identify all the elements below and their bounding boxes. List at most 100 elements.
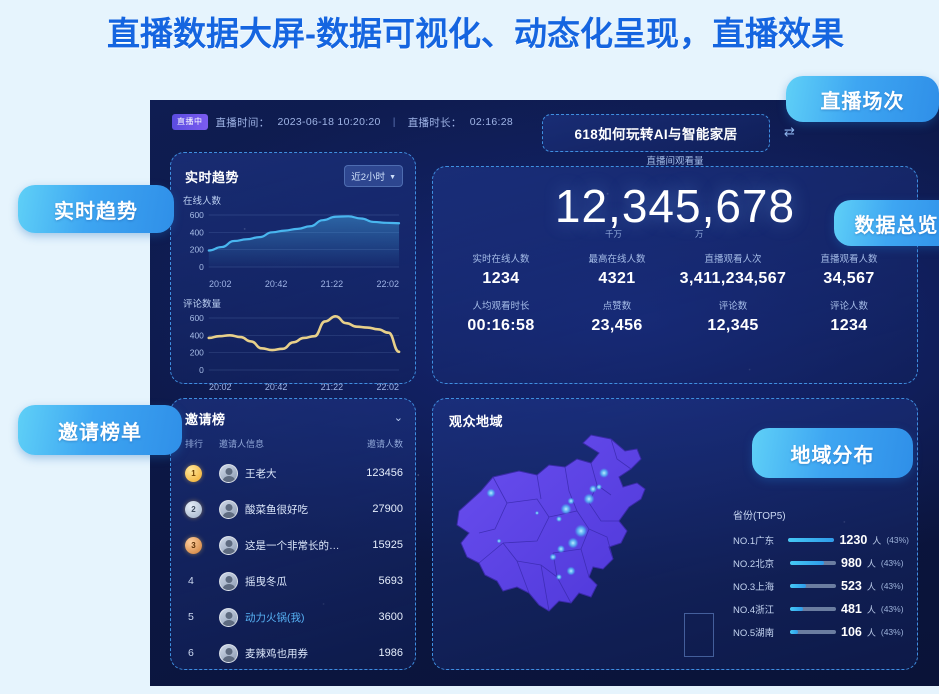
user-cell: 动力火锅(我): [219, 607, 345, 627]
user-name: 王老大: [245, 467, 277, 480]
invite-row[interactable]: 6 麦辣鸡也用券 1986: [185, 635, 403, 669]
data-overview-panel: 直播间观看量 12,345,678 千万 万 实时在线人数 1234 最高在线人数 4…: [432, 156, 918, 384]
chevron-down-icon[interactable]: ⌄: [393, 412, 403, 424]
stat-item: 评论人数 1234: [791, 298, 907, 335]
avatar: [219, 499, 238, 519]
column-header-user: 邀请人信息: [219, 439, 265, 449]
time-range-select[interactable]: 近2小时 ▼: [344, 165, 403, 187]
svg-text:200: 200: [190, 245, 204, 255]
island-inset-box: [684, 613, 714, 657]
column-header-rank: 排行: [185, 439, 204, 449]
invite-count: 27900: [372, 503, 403, 515]
stat-item: 点赞数 23,456: [559, 298, 675, 335]
online-viewers-plot: 0 200 400 600: [183, 209, 405, 277]
comments-plot: 0 200 400 600: [183, 312, 405, 380]
total-view-count: 12,345,678: [554, 180, 796, 232]
x-tick-label: 21:22: [320, 279, 344, 289]
swap-session-icon[interactable]: ⇄: [784, 124, 795, 139]
user-cell: 麦辣鸡也用券: [219, 643, 345, 663]
svg-text:0: 0: [199, 262, 204, 272]
stat-value: 1234: [482, 270, 520, 287]
svg-text:200: 200: [190, 348, 204, 358]
avatar: [219, 607, 238, 627]
online-viewers-chart-label: 在线人数: [183, 196, 222, 207]
province-name: NO.3上海: [733, 582, 775, 593]
stat-value: 3,411,234,567: [679, 270, 787, 287]
live-duration-value: 02:16:28: [469, 116, 514, 128]
invite-row[interactable]: 4 摇曳冬瓜 5693: [185, 563, 403, 599]
province-bar: [790, 607, 836, 611]
china-map[interactable]: [441, 425, 714, 663]
province-name: NO.1广东: [733, 536, 775, 547]
rank-number: 5: [188, 611, 194, 623]
province-top5-title: 省份(TOP5): [733, 511, 786, 522]
live-status-badge: 直播中: [172, 114, 208, 130]
stat-label: 直播观看人数: [820, 254, 878, 265]
province-bar: [790, 630, 836, 634]
stat-label: 人均观看时长: [472, 301, 530, 312]
medal-icon: 1: [185, 464, 202, 482]
invite-count: 1986: [378, 647, 403, 659]
avatar: [219, 463, 238, 483]
live-start-label: 直播时间：: [215, 116, 270, 129]
user-cell: 酸菜鱼很好吃: [219, 499, 345, 519]
province-value: 106: [841, 625, 862, 639]
stat-label: 最高在线人数: [588, 254, 646, 265]
topbar: 直播中 直播时间： 2023-06-18 10:20:20 | 直播时长： 02…: [172, 114, 513, 130]
x-tick-label: 20:42: [264, 382, 288, 392]
session-topic-panel[interactable]: 618如何玩转AI与智能家居: [542, 114, 770, 152]
x-tick-label: 20:02: [209, 279, 232, 289]
stat-label: 评论人数: [829, 301, 868, 312]
province-percent: (43%): [886, 535, 909, 545]
province-percent: (43%): [880, 581, 904, 591]
rank-cell: 1: [185, 464, 219, 482]
province-row: NO.3上海 523 人 (43%): [733, 579, 909, 593]
stat-value: 00:16:58: [467, 317, 535, 334]
region-title: 观众地域: [449, 414, 504, 429]
stat-label: 评论数: [718, 301, 748, 312]
stat-item: 实时在线人数 1234: [443, 251, 559, 288]
user-name: 麦辣鸡也用券: [245, 647, 308, 660]
province-row: NO.1广东 1230 人 (43%): [733, 533, 909, 547]
svg-text:400: 400: [190, 330, 204, 340]
province-name: NO.5湖南: [733, 628, 775, 639]
stat-item: 最高在线人数 4321: [559, 251, 675, 288]
invite-row[interactable]: 5 动力火锅(我) 3600: [185, 599, 403, 635]
unit-ten-thousand: 万: [695, 228, 704, 239]
live-duration-label: 直播时长：: [407, 116, 462, 129]
stat-item: 人均观看时长 00:16:58: [443, 298, 559, 335]
province-bar: [790, 561, 836, 565]
svg-text:400: 400: [190, 227, 204, 237]
trend-title: 实时趋势: [185, 169, 240, 185]
invite-row[interactable]: 2 酸菜鱼很好吃 27900: [185, 491, 403, 527]
trend-header: 实时趋势 近2小时 ▼: [185, 165, 403, 187]
province-bar: [790, 584, 836, 588]
stat-value: 12,345: [707, 317, 759, 334]
user-cell: 摇曳冬瓜: [219, 571, 345, 591]
stat-item: 直播观看人数 34,567: [791, 251, 907, 288]
rank-cell: 5: [185, 611, 219, 623]
stat-item: 直播观看人次 3,411,234,567: [675, 251, 791, 288]
province-list: NO.1广东 1230 人 (43%) NO.2北京 980 人 (43%) NO.3上海 523…: [733, 533, 909, 639]
chevron-down-icon: ▼: [389, 173, 396, 181]
unit-markers: 千万 万: [433, 228, 917, 240]
invite-leaderboard-panel: 邀请榜 ⌄ 排行 邀请人信息 邀请人数 1 王老大 123456 2 酸菜鱼很好吃 279…: [170, 398, 416, 670]
callout-region-map: 地域分布: [752, 428, 913, 478]
svg-text:600: 600: [190, 210, 204, 220]
province-unit: 人: [866, 627, 876, 638]
x-tick-label: 22:02: [376, 279, 399, 289]
callout-realtime-trend: 实时趋势: [18, 185, 174, 233]
invite-list: 1 王老大 123456 2 酸菜鱼很好吃 27900 3 这是一个非常长的名字... 1592…: [185, 455, 403, 669]
stat-value: 4321: [598, 270, 636, 287]
province-value: 1230: [839, 533, 868, 547]
province-name: NO.2北京: [733, 559, 775, 570]
medal-icon: 3: [185, 536, 202, 554]
rank-number: 4: [188, 575, 194, 587]
invite-row[interactable]: 1 王老大 123456: [185, 455, 403, 491]
china-map-svg: [456, 434, 646, 612]
banner-headline: 直播数据大屏-数据可视化、动态化呈现，直播效果: [107, 15, 844, 52]
stat-label: 点赞数: [602, 301, 632, 312]
invite-row[interactable]: 3 这是一个非常长的名字... 15925: [185, 527, 403, 563]
stat-grid: 实时在线人数 1234 最高在线人数 4321 直播观看人次 3,411,234,567 直…: [443, 251, 907, 335]
stat-value: 34,567: [823, 270, 875, 287]
